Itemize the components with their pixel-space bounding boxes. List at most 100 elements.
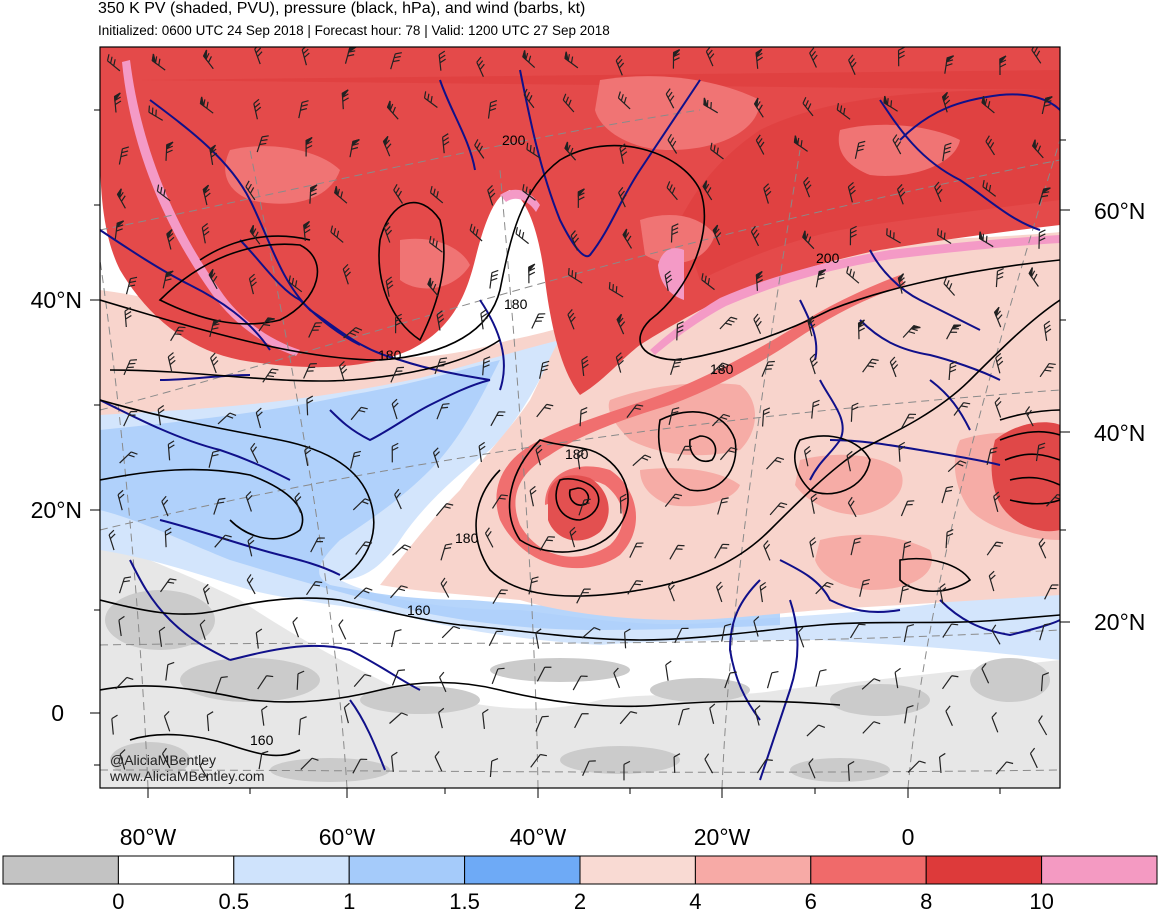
wind-barb <box>390 585 408 599</box>
wind-barb <box>256 135 269 153</box>
wind-barb <box>756 759 773 774</box>
figure-title: 350 K PV (shaded, PVU), pressure (black,… <box>98 0 586 17</box>
wind-barb <box>391 669 406 686</box>
wind-barb <box>441 625 461 639</box>
colorbar-swatch <box>117 855 235 885</box>
colorbar-tick-label: 1.5 <box>449 889 480 912</box>
isobar-label: 200 <box>502 132 526 148</box>
wind-barb <box>579 407 588 427</box>
wind-barb <box>165 141 174 161</box>
wind-barb <box>862 721 881 734</box>
map-frame <box>99 46 1061 789</box>
wind-barb <box>385 276 394 297</box>
wind-barb <box>250 442 259 464</box>
wind-barb <box>350 450 362 469</box>
wind-barb <box>1043 320 1052 341</box>
wind-barb <box>391 629 402 648</box>
wind-barb <box>123 410 138 427</box>
isobar-label: 180 <box>565 446 589 462</box>
wind-barb <box>1038 715 1048 736</box>
wind-barb <box>303 221 311 242</box>
wind-barb <box>712 224 722 246</box>
wind-barb <box>248 273 257 295</box>
colorbar-tick-label: 4 <box>689 889 701 912</box>
colorbar-labels: 0 0.5 1 1.5 2 4 6 8 10 <box>112 889 1054 912</box>
wind-barb <box>476 56 485 78</box>
wind-barb <box>255 407 263 429</box>
wind-barb <box>941 91 951 113</box>
wind-barb <box>581 627 601 639</box>
wind-barb <box>113 92 122 113</box>
wind-barb <box>721 623 732 642</box>
wind-barb <box>306 581 323 596</box>
wind-barb <box>161 747 171 769</box>
wind-barb <box>907 760 926 773</box>
wind-barb <box>668 407 680 426</box>
wind-barb <box>389 712 408 724</box>
wind-barb <box>889 356 899 378</box>
wind-barb <box>616 313 626 335</box>
wind-barb <box>118 146 130 165</box>
wind-barb <box>341 89 349 110</box>
wind-barb <box>719 447 738 461</box>
wind-barb <box>210 352 219 374</box>
wind-barb <box>246 574 256 595</box>
wind-barb <box>1040 672 1050 692</box>
wind-barb <box>945 705 953 726</box>
colorbar <box>2 855 1158 885</box>
wind-barb <box>342 263 351 285</box>
lon-label: 60°W <box>319 824 376 850</box>
wind-barb <box>215 676 228 693</box>
wind-barb <box>249 225 261 245</box>
wind-barb <box>717 497 729 515</box>
wind-barb <box>613 667 621 689</box>
wind-barb <box>809 537 817 558</box>
wind-barb <box>576 449 584 470</box>
wind-barb <box>750 225 760 247</box>
watermark-handle: @AliciaMBentley <box>110 752 216 768</box>
wind-barb <box>766 456 785 470</box>
wind-barb <box>769 502 788 516</box>
wind-barb <box>1038 538 1047 559</box>
wind-barb <box>390 52 402 70</box>
lat-label-left: 0 <box>51 700 64 726</box>
wind-barb <box>111 714 118 735</box>
wind-barb <box>564 51 579 69</box>
wind-barb <box>352 498 372 511</box>
wind-barb <box>393 184 404 204</box>
wind-barb <box>994 397 1002 418</box>
wind-barb <box>705 47 715 67</box>
wind-barb <box>678 707 690 726</box>
wind-barb <box>488 630 504 646</box>
isobar-label: 180 <box>378 347 402 363</box>
wind-barb <box>438 707 445 729</box>
wind-barb <box>206 711 214 732</box>
wind-barb <box>622 228 633 249</box>
wind-barb <box>572 675 588 691</box>
wind-barb <box>217 412 237 425</box>
wind-barb <box>999 55 1007 76</box>
wind-barb <box>308 322 323 338</box>
wind-barb <box>391 398 399 420</box>
lat-label-right: 40°N <box>1094 420 1145 446</box>
wind-barb <box>847 760 855 781</box>
wind-barb <box>1025 406 1034 427</box>
wind-barb <box>953 402 971 416</box>
colorbar-tick-label: 0 <box>112 889 124 912</box>
colorbar-tick-label: 1 <box>343 889 355 912</box>
wind-barb <box>677 445 692 461</box>
wind-barb <box>942 623 959 638</box>
graticule <box>100 109 1060 788</box>
wind-barb <box>253 98 262 120</box>
wind-barb <box>245 180 256 201</box>
lon-label: 40°W <box>510 824 567 850</box>
wind-barb <box>903 623 915 643</box>
wind-barb <box>355 541 373 555</box>
wind-barb <box>902 540 912 560</box>
wind-barb <box>167 440 175 461</box>
wind-barb <box>986 447 998 465</box>
wind-barb <box>815 581 834 595</box>
wind-barb <box>258 317 275 332</box>
wind-barb <box>836 103 851 120</box>
wind-barb <box>808 758 816 779</box>
